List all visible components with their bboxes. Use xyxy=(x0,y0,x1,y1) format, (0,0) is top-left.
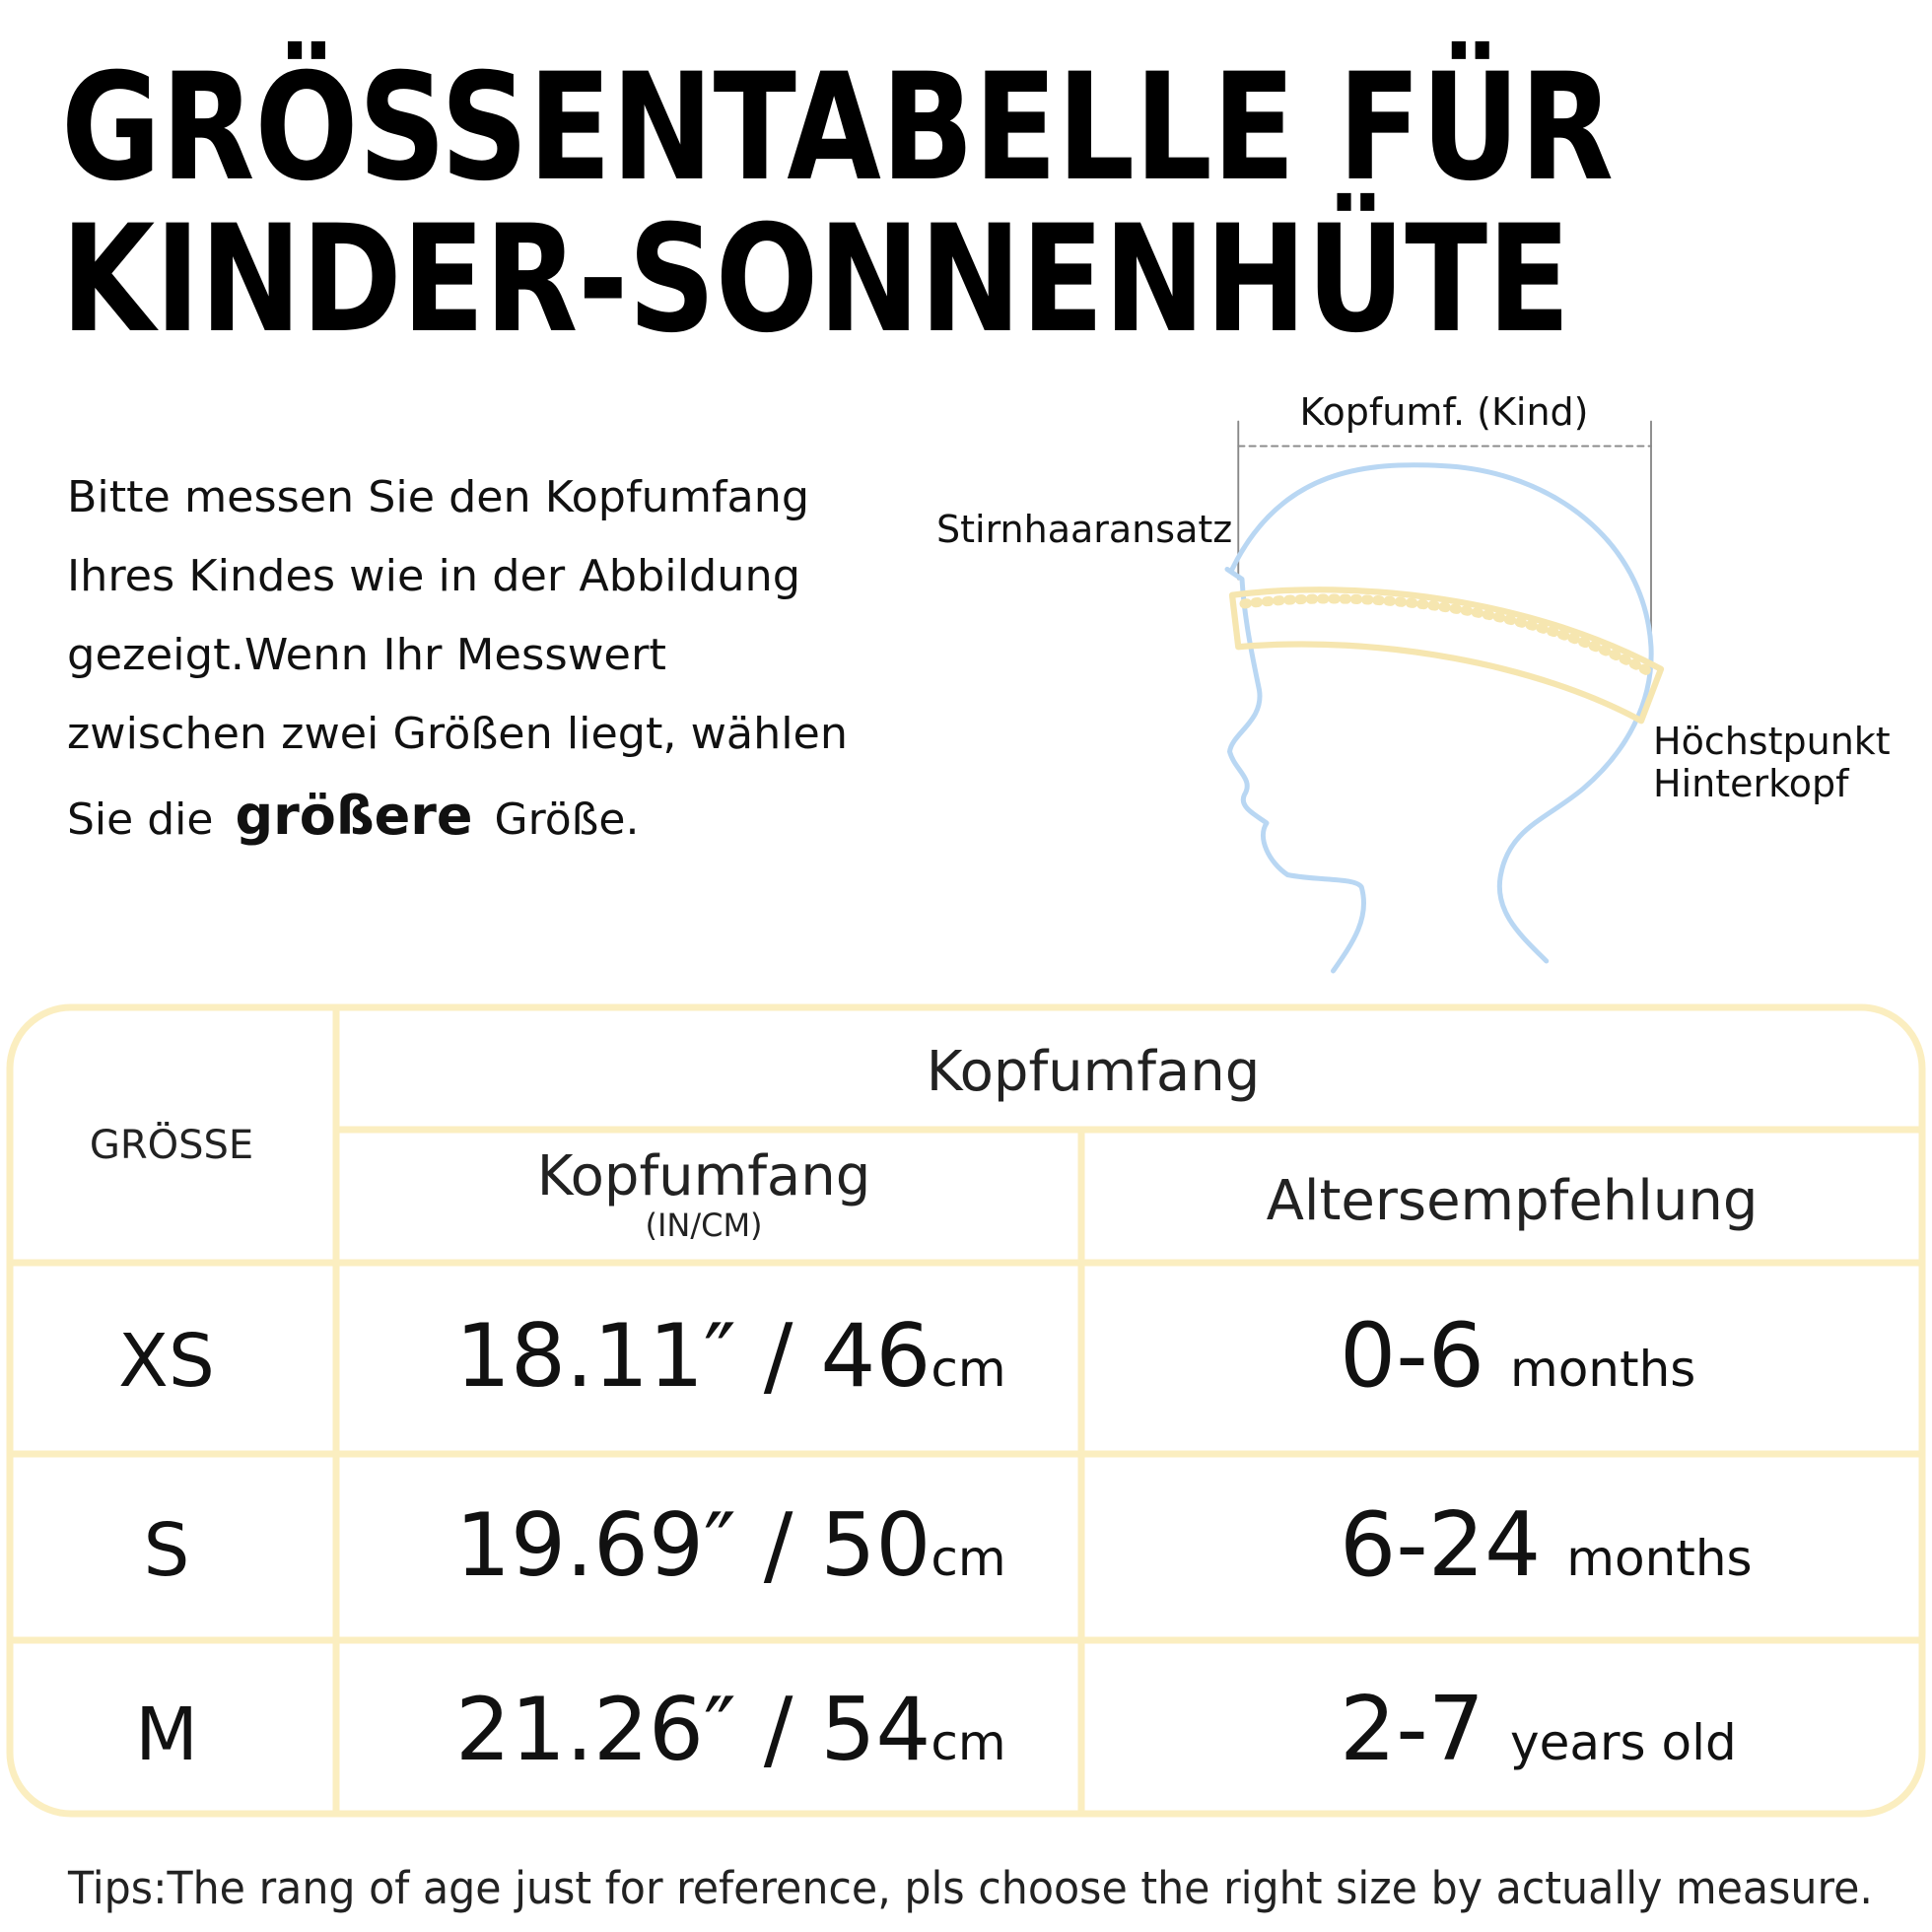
age-cell: 0-6 months xyxy=(1340,1304,1695,1408)
instruction-text: Größe. xyxy=(495,794,640,845)
table-header: GRÖSSE xyxy=(90,1121,253,1168)
diagram-label: Hinterkopf xyxy=(1653,762,1850,805)
age-cell: 6-24 months xyxy=(1340,1493,1753,1597)
instruction-line: Sie die größere Größe. xyxy=(67,785,639,847)
table-frame xyxy=(6,1003,1926,1818)
table-group-header: Kopfumfang xyxy=(927,1040,1261,1104)
instruction-text: Sie die xyxy=(67,794,213,845)
diagram-label: Höchstpunkt xyxy=(1653,720,1891,763)
table-header: Altersempfehlung xyxy=(1267,1169,1759,1233)
size-cell: S xyxy=(144,1508,190,1593)
table-header-note: (IN/CM) xyxy=(645,1207,762,1244)
circumference-unit: cm xyxy=(931,1530,1005,1587)
circumference-cell: 19.69″ / 50cm xyxy=(455,1494,1006,1596)
circumference-cell: 21.26″ / 54cm xyxy=(455,1679,1006,1780)
size-cell: XS xyxy=(118,1319,215,1404)
instruction-emphasis: größere xyxy=(235,785,472,847)
diagram-label: Stirnhaaransatz xyxy=(936,508,1232,551)
age-value: 0-6 xyxy=(1340,1304,1484,1408)
instruction-line: Ihres Kindes wie in der Abbildung xyxy=(67,551,800,601)
title-line: KINDER-SONNENHÜTE xyxy=(61,192,1570,366)
age-value: 2-7 xyxy=(1340,1678,1484,1781)
circumference-cell: 18.11″ / 46cm xyxy=(455,1305,1006,1407)
circumference-value: 21.26″ / 54 xyxy=(455,1679,931,1780)
age-cell: 2-7 years old xyxy=(1340,1678,1737,1781)
age-value: 6-24 xyxy=(1340,1493,1541,1597)
age-unit: months xyxy=(1510,1341,1695,1398)
tips: Tips:The rang of age just for reference,… xyxy=(67,1862,1873,1914)
table-header: Kopfumfang xyxy=(537,1144,871,1208)
age-unit: months xyxy=(1566,1530,1752,1587)
head-illustration xyxy=(1224,420,1665,974)
title-line: GRÖSSENTABELLE FÜR xyxy=(61,40,1614,214)
circumference-unit: cm xyxy=(931,1341,1005,1398)
size-cell: M xyxy=(135,1692,198,1777)
circumference-unit: cm xyxy=(931,1714,1005,1771)
diagram-label: Kopfumf. (Kind) xyxy=(1300,390,1589,434)
circumference-value: 19.69″ / 50 xyxy=(455,1494,931,1596)
instruction-line: Bitte messen Sie den Kopfumfang xyxy=(67,472,809,522)
instruction-line: gezeigt.Wenn Ihr Messwert xyxy=(67,630,666,680)
age-unit: years old xyxy=(1510,1714,1737,1771)
instruction-line: zwischen zwei Größen liegt, wählen xyxy=(67,709,848,759)
circumference-value: 18.11″ / 46 xyxy=(455,1305,931,1407)
